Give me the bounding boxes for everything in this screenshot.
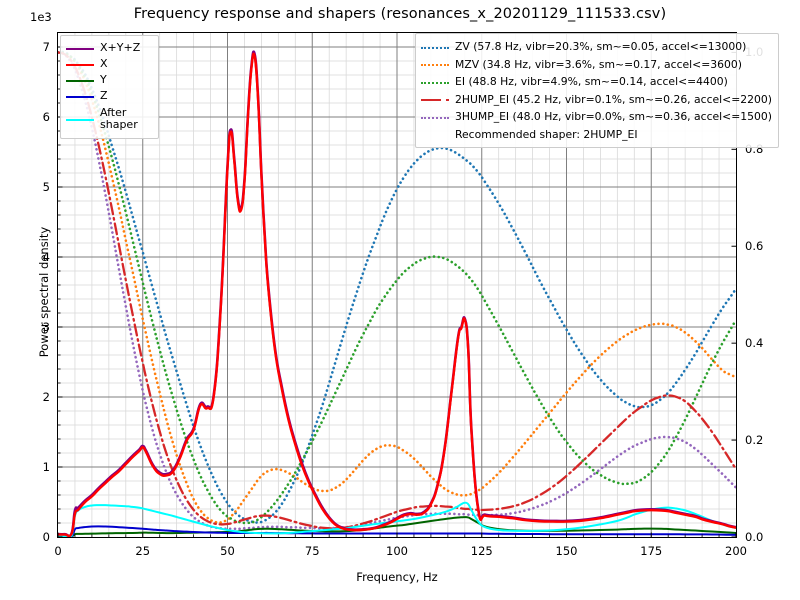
legend-swatch-solid-icon [66, 91, 94, 101]
x-axis-label: Frequency, Hz [356, 570, 438, 584]
legend-label: EI (48.8 Hz, vibr=4.9%, sm~=0.14, accel<… [455, 75, 728, 89]
chart-title: Frequency response and shapers (resonanc… [133, 6, 667, 22]
legend-swatch-solid-icon [66, 59, 94, 69]
y-axis-offset-label: 1e3 [30, 10, 52, 24]
y-tick-label-right: 0.2 [745, 433, 764, 448]
series-2hump-ei [58, 51, 736, 530]
x-tick-label: 150 [555, 544, 578, 558]
series-y [58, 516, 736, 537]
legend-label: 2HUMP_EI (45.2 Hz, vibr=0.1%, sm~=0.26, … [455, 92, 772, 106]
legend-item[interactable]: X [66, 56, 152, 72]
legend-label: After shaper [100, 106, 138, 131]
legend-item[interactable]: Y [66, 72, 152, 88]
x-tick-label: 75 [304, 544, 320, 558]
x-tick-label: 125 [470, 544, 493, 558]
legend-swatch-dotted-icon [421, 112, 449, 122]
y-tick-label-left: 2 [42, 390, 50, 404]
y-tick-label-left: 6 [42, 110, 50, 124]
series-ei [58, 51, 736, 525]
recommended-shaper-text: Recommended shaper: 2HUMP_EI [455, 127, 638, 141]
y-tick-label-left: 5 [42, 180, 50, 194]
legend-swatch-dashdot-icon [421, 94, 449, 104]
series-z [58, 525, 736, 537]
legend-shapers[interactable]: ZV (57.8 Hz, vibr=20.3%, sm~=0.05, accel… [415, 33, 779, 148]
y-tick-label-right: 0.6 [745, 239, 764, 254]
legend-label: Z [100, 89, 108, 103]
legend-label: MZV (34.8 Hz, vibr=3.6%, sm~=0.17, accel… [455, 57, 742, 71]
y-tick-label-left: 3 [42, 320, 50, 334]
x-tick-label: 100 [386, 544, 408, 558]
legend-item[interactable]: 3HUMP_EI (48.0 Hz, vibr=0.0%, sm~=0.36, … [421, 108, 772, 126]
series-mzv [58, 51, 736, 524]
legend-swatch-solid-icon [66, 114, 94, 124]
legend-item[interactable]: 2HUMP_EI (45.2 Hz, vibr=0.1%, sm~=0.26, … [421, 91, 772, 109]
series-zv [58, 50, 736, 524]
x-tick-label: 175 [640, 544, 663, 558]
legend-item[interactable]: EI (48.8 Hz, vibr=4.9%, sm~=0.14, accel<… [421, 73, 772, 91]
y-tick-label-right: 0.0 [745, 530, 764, 544]
legend-item[interactable]: ZV (57.8 Hz, vibr=20.3%, sm~=0.05, accel… [421, 38, 772, 56]
y-tick-label-right: 0.4 [745, 336, 764, 351]
legend-swatch-solid-icon [66, 43, 94, 53]
x-tick-label: 25 [135, 544, 151, 558]
y-axis-label-left: Power spectral density [37, 226, 51, 358]
legend-swatch-dotted-icon [421, 77, 449, 87]
x-tick-label: 200 [725, 544, 747, 558]
y-tick-label-left: 7 [42, 40, 50, 54]
y-tick-label-left: 0 [42, 530, 50, 544]
legend-item[interactable]: MZV (34.8 Hz, vibr=3.6%, sm~=0.17, accel… [421, 56, 772, 74]
legend-item[interactable]: X+Y+Z [66, 40, 152, 56]
legend-swatch-dotted-icon [421, 42, 449, 52]
legend-item[interactable]: After shaper [66, 104, 152, 134]
legend-label: ZV (57.8 Hz, vibr=20.3%, sm~=0.05, accel… [455, 40, 747, 54]
legend-label: 3HUMP_EI (48.0 Hz, vibr=0.0%, sm~=0.36, … [455, 110, 772, 124]
legend-swatch-solid-icon [66, 75, 94, 85]
y-tick-label-left: 1 [42, 460, 50, 474]
series-x [58, 52, 736, 537]
x-tick-label: 50 [220, 544, 235, 558]
legend-note: Recommended shaper: 2HUMP_EI [421, 126, 772, 144]
y-tick-label-left: 4 [42, 250, 50, 264]
legend-item[interactable]: Z [66, 88, 152, 104]
legend-label: Y [100, 73, 107, 87]
x-tick-label: 0 [54, 544, 62, 558]
legend-swatch-dotted-icon [421, 59, 449, 69]
legend-label: X [100, 57, 108, 71]
series-after-shaper [58, 501, 736, 537]
axis-ticks [58, 46, 736, 537]
legend-axes[interactable]: X+Y+Z X Y Z After shaper [60, 35, 159, 139]
legend-label: X+Y+Z [100, 41, 141, 55]
